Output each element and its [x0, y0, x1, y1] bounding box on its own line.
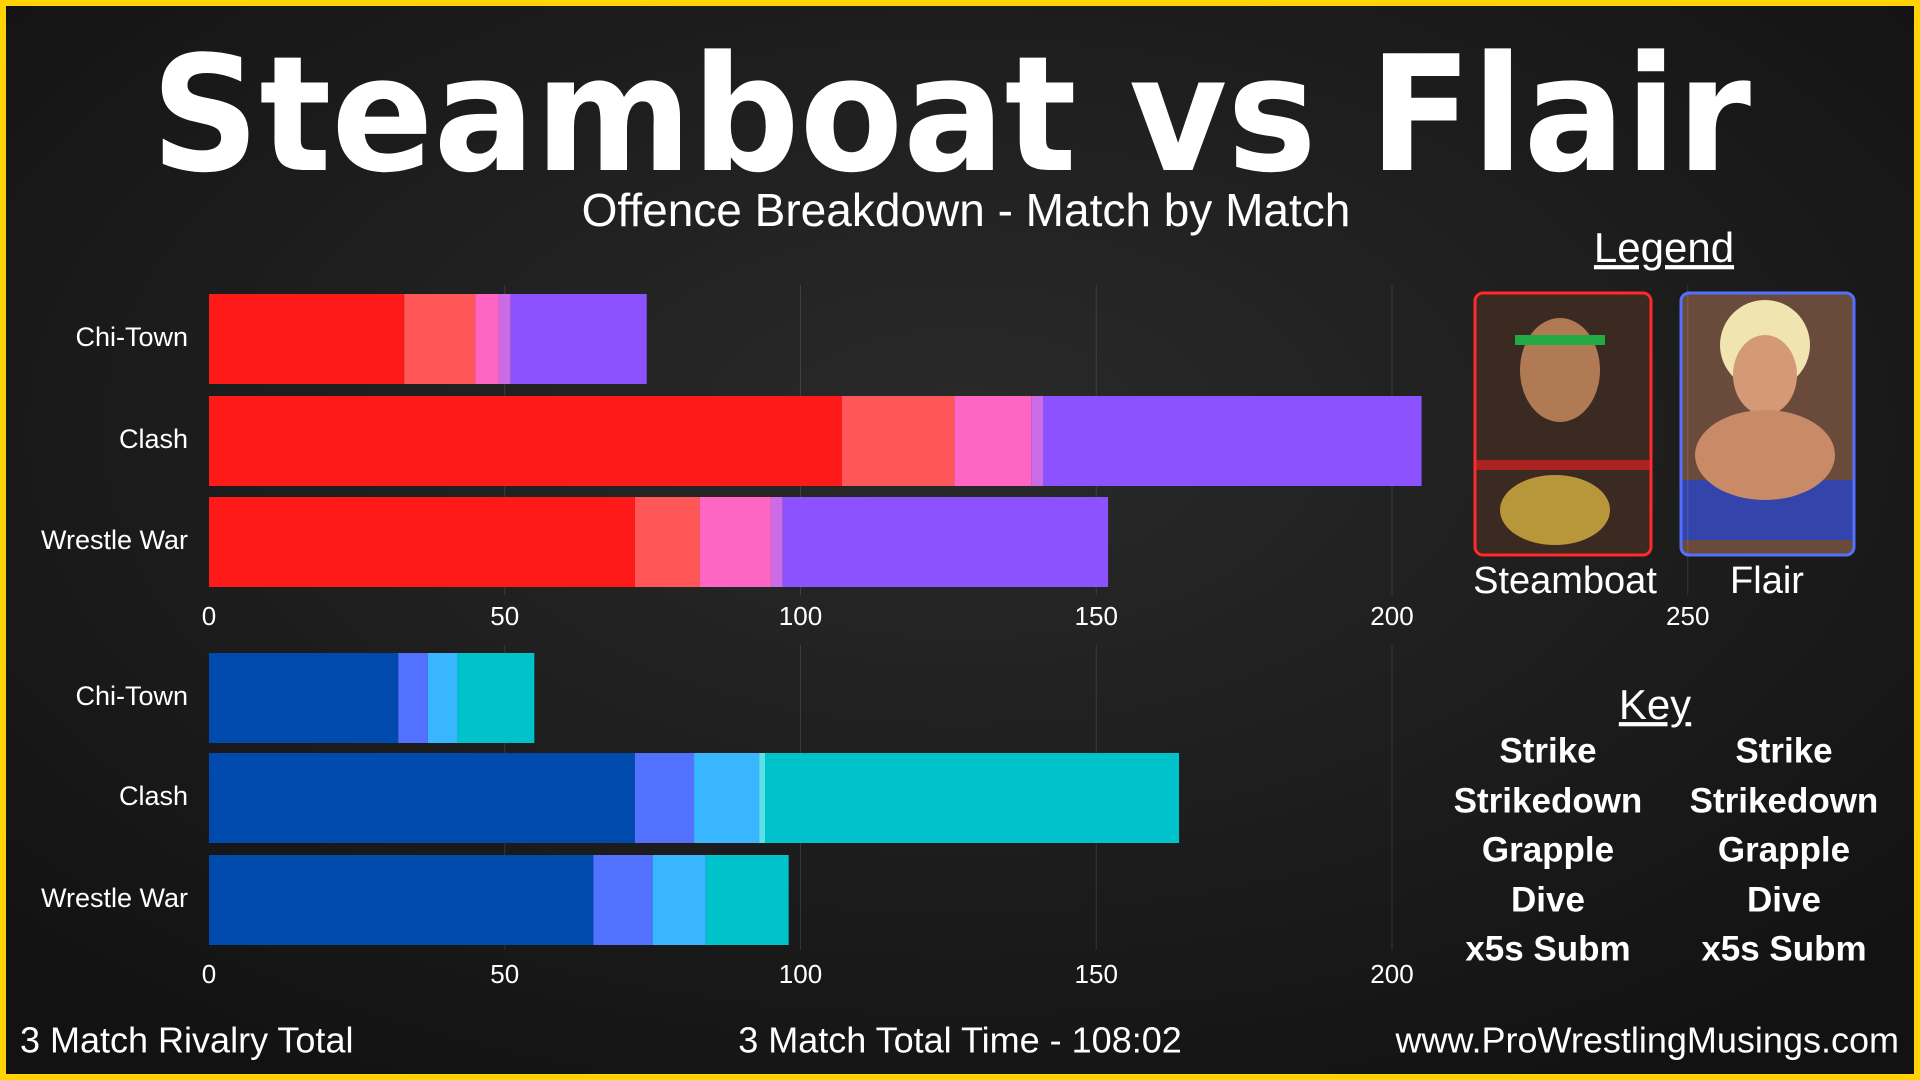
photo-frame: [1473, 291, 1653, 557]
steamboat-photo: [1475, 293, 1651, 555]
bar-segment: [209, 653, 399, 743]
bar-segment: [209, 855, 594, 945]
x-tick-label: 0: [202, 959, 216, 989]
category-label: Wrestle War: [41, 883, 188, 913]
category-label: Wrestle War: [41, 525, 188, 555]
category-label: Chi-Town: [75, 681, 188, 711]
subtitle: Offence Breakdown - Match by Match: [582, 184, 1351, 236]
key-entry: Dive: [1747, 880, 1821, 919]
x-tick-label: 0: [202, 601, 216, 631]
key-entry: Dive: [1511, 880, 1585, 919]
x-tick-label: 50: [490, 601, 519, 631]
bar-segment: [699, 497, 771, 587]
bar-segment: [759, 753, 766, 843]
x-tick-label: 100: [779, 959, 822, 989]
key-entry: Strike: [1499, 731, 1596, 770]
bar-segment: [404, 294, 476, 384]
category-label: Chi-Town: [75, 322, 188, 352]
bar-segment: [634, 497, 700, 587]
x-tick-label: 200: [1370, 601, 1413, 631]
bar-segment: [652, 855, 706, 945]
bar-segment: [209, 497, 635, 587]
bar-segment: [475, 294, 499, 384]
key-entry: Grapple: [1718, 830, 1850, 869]
key-title: Key: [1619, 681, 1691, 728]
bar-segment: [694, 753, 760, 843]
bar-segment: [209, 294, 405, 384]
category-label: Clash: [119, 781, 188, 811]
key-entry: Strikedown: [1454, 781, 1643, 820]
x-tick-label: 100: [779, 601, 822, 631]
legend-name: Steamboat: [1473, 560, 1657, 602]
bar-segment: [705, 855, 789, 945]
bar-segment: [1043, 396, 1422, 486]
bar-segment: [593, 855, 653, 945]
bar-segment: [510, 294, 647, 384]
key-entry: Strike: [1735, 731, 1832, 770]
key-entry: Strikedown: [1690, 781, 1879, 820]
bar-segment: [954, 396, 1032, 486]
footer-center: 3 Match Total Time - 108:02: [738, 1020, 1182, 1061]
bar-segment: [770, 497, 783, 587]
bar-segment: [457, 653, 535, 743]
bar-segment: [209, 753, 635, 843]
bar-segment: [209, 396, 842, 486]
photo-frame: [1679, 291, 1856, 557]
key-entry: x5s Subm: [1465, 929, 1630, 968]
category-label: Clash: [119, 424, 188, 454]
legend-name: Flair: [1730, 560, 1804, 602]
bar-segment: [782, 497, 1109, 587]
x-tick-label: 150: [1075, 601, 1118, 631]
key-entry: x5s Subm: [1701, 929, 1866, 968]
title: Steamboat vs Flair: [151, 21, 1751, 208]
bar-segment: [1031, 396, 1044, 486]
bar-segment: [841, 396, 955, 486]
legend-title: Legend: [1594, 224, 1734, 271]
bar-segment: [634, 753, 695, 843]
bar-segment: [765, 753, 1180, 843]
key-entry: Grapple: [1482, 830, 1614, 869]
bar-segment: [498, 294, 511, 384]
bar-segment: [427, 653, 458, 743]
footer-right: www.ProWrestlingMusings.com: [1395, 1020, 1899, 1061]
x-tick-label: 200: [1370, 959, 1413, 989]
x-tick-label: 50: [490, 959, 519, 989]
footer-left: 3 Match Rivalry Total: [20, 1020, 353, 1061]
x-tick-label: 250: [1666, 601, 1709, 631]
x-tick-label: 150: [1075, 959, 1118, 989]
flair-photo: [1681, 293, 1854, 555]
bar-segment: [398, 653, 428, 743]
